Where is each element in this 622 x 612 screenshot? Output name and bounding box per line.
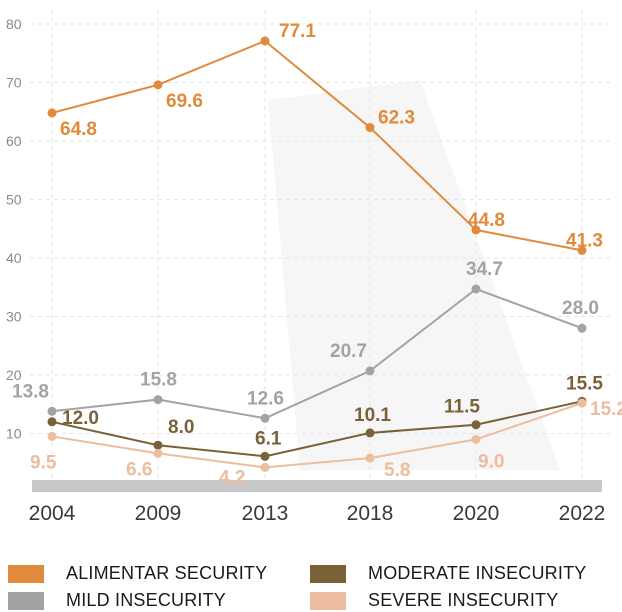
- legend-item-alimentar-security: ALIMENTAR SECURITY: [8, 563, 267, 584]
- series-lines: [51, 39, 583, 469]
- y-tick-label-60: 60: [6, 133, 22, 149]
- legend-item-moderate-insecurity: MODERATE INSECURITY: [310, 563, 586, 584]
- data-point-alimentar-security-2022: [577, 245, 587, 255]
- y-tick-label-30: 30: [6, 309, 22, 325]
- series-line-severe-insecurity: [51, 402, 583, 469]
- data-label-mild-insecurity-2018: 20.7: [330, 341, 367, 362]
- x-tick-label-2004: 2004: [29, 502, 76, 525]
- data-point-severe-insecurity-2013: [260, 462, 270, 472]
- background-shape-polygon: [268, 80, 560, 470]
- line-chart: 10 20 30 40 50 60 70 80 2004 2009 2013 2018 2020 202…: [6, 10, 622, 525]
- series-line-alimentar-security: [51, 39, 583, 252]
- data-point-mild-insecurity-2004: [47, 406, 57, 416]
- x-axis-ticks: 2004 2009 2013 2018 2020 2022: [29, 502, 606, 525]
- x-tick-label-2020: 2020: [453, 502, 500, 525]
- data-label-severe-insecurity-2018: 5.8: [384, 460, 410, 481]
- legend-label-mild-insecurity: MILD INSECURITY: [66, 590, 227, 610]
- y-tick-label-80: 80: [6, 16, 22, 32]
- x-tick-label-2013: 2013: [242, 502, 289, 525]
- data-label-mild-insecurity-2022: 28.0: [562, 298, 599, 319]
- data-label-mild-insecurity-2009: 15.8: [140, 370, 177, 391]
- data-label-mild-insecurity-2020: 34.7: [466, 259, 503, 280]
- y-tick-label-50: 50: [6, 192, 22, 208]
- legend-swatch-alimentar-security: [8, 564, 44, 583]
- data-point-severe-insecurity-2004: [47, 431, 57, 441]
- data-label-moderate-insecurity-2004: 12.0: [62, 408, 99, 429]
- data-label-severe-insecurity-2013: 4.2: [219, 467, 245, 488]
- data-labels: 64.8 69.6 77.1 62.3 44.8 41.3 13.8 15.8 12.6 20.7…: [12, 21, 622, 488]
- y-tick-label-70: 70: [6, 75, 22, 91]
- gridlines: [30, 10, 612, 478]
- data-label-moderate-insecurity-2018: 10.1: [354, 405, 391, 426]
- data-label-moderate-insecurity-2022: 15.5: [566, 373, 603, 394]
- data-point-severe-insecurity-2009: [153, 448, 163, 458]
- data-point-mild-insecurity-2013: [260, 413, 270, 423]
- data-point-mild-insecurity-2009: [153, 395, 163, 405]
- data-point-alimentar-security-2013: [260, 36, 270, 46]
- data-point-severe-insecurity-2022: [577, 398, 587, 408]
- data-label-moderate-insecurity-2013: 6.1: [255, 428, 282, 449]
- legend-swatch-mild-insecurity: [8, 591, 44, 610]
- data-label-severe-insecurity-2004: 9.5: [30, 452, 57, 473]
- x-axis-bar: [32, 480, 602, 492]
- data-point-mild-insecurity-2022: [577, 323, 587, 333]
- legend-swatch-moderate-insecurity: [310, 564, 346, 583]
- data-point-mild-insecurity-2020: [471, 284, 481, 294]
- data-label-alimentar-security-2022: 41.3: [566, 230, 603, 251]
- y-tick-label-40: 40: [6, 250, 22, 266]
- x-tick-label-2022: 2022: [559, 502, 606, 525]
- data-point-alimentar-security-2020: [471, 225, 481, 235]
- data-label-moderate-insecurity-2020: 11.5: [444, 397, 480, 418]
- data-label-severe-insecurity-2009: 6.6: [126, 459, 152, 480]
- x-tick-label-2018: 2018: [347, 502, 394, 525]
- y-axis-ticks: 10 20 30 40 50 60 70 80: [6, 16, 22, 442]
- data-point-mild-insecurity-2018: [365, 366, 375, 376]
- legend-label-severe-insecurity: SEVERE INSECURITY: [368, 590, 559, 610]
- data-label-severe-insecurity-2020: 9.0: [478, 451, 504, 472]
- data-point-alimentar-security-2004: [47, 108, 57, 118]
- data-label-alimentar-security-2020: 44.8: [468, 210, 505, 231]
- background-shape: [268, 80, 560, 470]
- data-label-mild-insecurity-2004: 13.8: [12, 381, 49, 402]
- data-label-alimentar-security-2004: 64.8: [60, 119, 97, 140]
- legend-swatch-severe-insecurity: [310, 591, 346, 610]
- legend-item-mild-insecurity: MILD INSECURITY: [8, 590, 226, 611]
- data-point-moderate-insecurity-2018: [365, 428, 375, 438]
- series-line-moderate-insecurity: [51, 400, 583, 458]
- y-tick-label-20: 20: [6, 367, 22, 383]
- data-point-moderate-insecurity-2009: [153, 440, 163, 450]
- legend-label-moderate-insecurity: MODERATE INSECURITY: [368, 563, 587, 583]
- data-point-alimentar-security-2018: [365, 123, 375, 133]
- data-label-alimentar-security-2009: 69.6: [166, 91, 203, 112]
- data-label-alimentar-security-2018: 62.3: [378, 108, 415, 129]
- data-point-severe-insecurity-2018: [365, 453, 375, 463]
- data-label-mild-insecurity-2013: 12.6: [247, 388, 284, 409]
- data-label-moderate-insecurity-2009: 8.0: [168, 417, 194, 438]
- x-tick-label-2009: 2009: [135, 502, 182, 525]
- data-point-moderate-insecurity-2004: [47, 417, 57, 427]
- data-point-severe-insecurity-2020: [471, 434, 481, 444]
- legend-label-alimentar-security: ALIMENTAR SECURITY: [66, 563, 268, 583]
- legend-item-severe-insecurity: SEVERE INSECURITY: [310, 590, 558, 611]
- data-point-alimentar-security-2009: [153, 80, 163, 90]
- data-point-moderate-insecurity-2020: [471, 420, 481, 430]
- legend: ALIMENTAR SECURITY MODERATE INSECURITY M…: [0, 560, 622, 612]
- data-label-severe-insecurity-2022: 15.2: [590, 399, 622, 420]
- data-label-alimentar-security-2013: 77.1: [279, 21, 316, 42]
- series-line-mild-insecurity: [51, 287, 583, 420]
- y-tick-label-10: 10: [6, 426, 22, 442]
- data-point-moderate-insecurity-2013: [260, 451, 270, 461]
- series-points: [47, 36, 587, 472]
